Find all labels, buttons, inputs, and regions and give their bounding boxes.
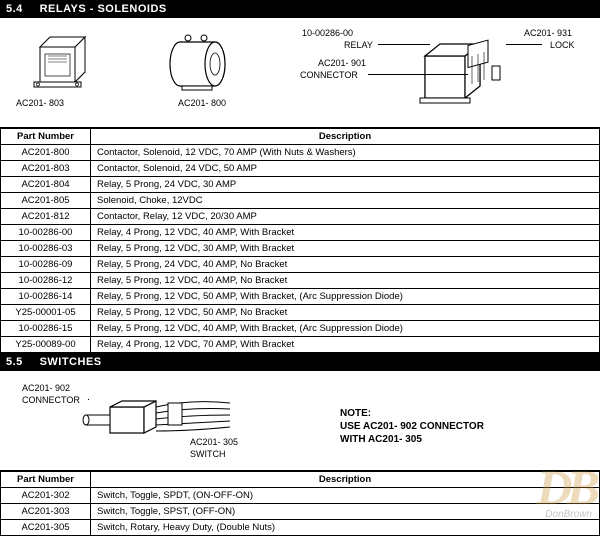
relay-cube-icon xyxy=(30,32,100,92)
cell-part-number: AC201-800 xyxy=(1,145,91,161)
table-row: AC201-803Contactor, Solenoid, 24 VDC, 50… xyxy=(1,161,600,177)
table-row: 10-00286-00Relay, 4 Prong, 12 VDC, 40 AM… xyxy=(1,225,600,241)
cell-description: Relay, 4 Prong, 12 VDC, 70 AMP, With Bra… xyxy=(91,337,600,353)
col-part-number: Part Number xyxy=(1,472,91,488)
section-number: 5.4 xyxy=(6,3,36,15)
label-connector: CONNECTOR xyxy=(300,70,358,80)
section-header-relays: 5.4 RELAYS - SOLENOIDS xyxy=(0,0,600,18)
table-header-row: Part Number Description xyxy=(1,129,600,145)
table-row: 10-00286-09Relay, 5 Prong, 24 VDC, 40 AM… xyxy=(1,257,600,273)
cell-part-number: Y25-00001-05 xyxy=(1,305,91,321)
table-row: 10-00286-03Relay, 5 Prong, 12 VDC, 30 AM… xyxy=(1,241,600,257)
section-title: RELAYS - SOLENOIDS xyxy=(40,3,167,15)
label-ac201-803: AC201- 803 xyxy=(16,98,64,108)
table-row: AC201-804Relay, 5 Prong, 24 VDC, 30 AMP xyxy=(1,177,600,193)
cell-description: Switch, Toggle, SPDT, (ON-OFF-ON) xyxy=(91,488,600,504)
switches-table: Part Number Description AC201-302Switch,… xyxy=(0,471,600,536)
cell-part-number: AC201-812 xyxy=(1,209,91,225)
cell-description: Switch, Toggle, SPST, (OFF-ON) xyxy=(91,504,600,520)
section-header-switches: 5.5 SWITCHES xyxy=(0,353,600,371)
section-title: SWITCHES xyxy=(40,356,102,368)
cell-description: Relay, 5 Prong, 24 VDC, 30 AMP xyxy=(91,177,600,193)
cell-part-number: AC201-302 xyxy=(1,488,91,504)
section-number: 5.5 xyxy=(6,356,36,368)
table-row: 10-00286-15Relay, 5 Prong, 12 VDC, 40 AM… xyxy=(1,321,600,337)
cell-part-number: AC201-805 xyxy=(1,193,91,209)
col-description: Description xyxy=(91,129,600,145)
cell-description: Contactor, Relay, 12 VDC, 20/30 AMP xyxy=(91,209,600,225)
cell-part-number: 10-00286-15 xyxy=(1,321,91,337)
cell-description: Relay, 5 Prong, 12 VDC, 40 AMP, No Brack… xyxy=(91,273,600,289)
cell-part-number: 10-00286-00 xyxy=(1,225,91,241)
table-row: Y25-00089-00Relay, 4 Prong, 12 VDC, 70 A… xyxy=(1,337,600,353)
table-row: AC201-302Switch, Toggle, SPDT, (ON-OFF-O… xyxy=(1,488,600,504)
table-row: 10-00286-14Relay, 5 Prong, 12 VDC, 50 AM… xyxy=(1,289,600,305)
cell-description: Contactor, Solenoid, 12 VDC, 70 AMP (Wit… xyxy=(91,145,600,161)
col-description: Description xyxy=(91,472,600,488)
label-relay-word: RELAY xyxy=(344,40,373,50)
switches-illustration-area: AC201- 902 CONNECTOR AC201- 305 SWITCH N… xyxy=(0,371,600,471)
cell-description: Relay, 5 Prong, 12 VDC, 50 AMP, With Bra… xyxy=(91,289,600,305)
label-ac201-800: AC201- 800 xyxy=(178,98,226,108)
cell-part-number: 10-00286-12 xyxy=(1,273,91,289)
label-switch-word: SWITCH xyxy=(190,449,226,459)
table-row: 10-00286-12Relay, 5 Prong, 12 VDC, 40 AM… xyxy=(1,273,600,289)
cell-description: Relay, 5 Prong, 24 VDC, 40 AMP, No Brack… xyxy=(91,257,600,273)
cell-description: Relay, 5 Prong, 12 VDC, 40 AMP, With Bra… xyxy=(91,321,600,337)
callout-line xyxy=(506,44,542,45)
note-body: USE AC201- 902 CONNECTOR WITH AC201- 305 xyxy=(340,420,484,446)
cell-description: Contactor, Solenoid, 24 VDC, 50 AMP xyxy=(91,161,600,177)
table-row: Y25-00001-05Relay, 5 Prong, 12 VDC, 50 A… xyxy=(1,305,600,321)
callout-line xyxy=(88,399,89,400)
col-part-number: Part Number xyxy=(1,129,91,145)
cell-part-number: AC201-303 xyxy=(1,504,91,520)
cell-part-number: AC201-804 xyxy=(1,177,91,193)
table-header-row: Part Number Description xyxy=(1,472,600,488)
switch-note: NOTE: USE AC201- 902 CONNECTOR WITH AC20… xyxy=(340,407,484,446)
cell-part-number: 10-00286-03 xyxy=(1,241,91,257)
label-ac201-931: AC201- 931 xyxy=(524,28,572,38)
relays-table: Part Number Description AC201-800Contact… xyxy=(0,128,600,353)
cell-part-number: AC201-803 xyxy=(1,161,91,177)
label-connector: CONNECTOR xyxy=(22,395,80,405)
cell-part-number: 10-00286-09 xyxy=(1,257,91,273)
cell-part-number: AC201-305 xyxy=(1,520,91,536)
solenoid-cylinder-icon xyxy=(160,32,240,97)
label-ac201-902: AC201- 902 xyxy=(22,383,70,393)
cell-description: Relay, 5 Prong, 12 VDC, 30 AMP, With Bra… xyxy=(91,241,600,257)
cell-part-number: 10-00286-14 xyxy=(1,289,91,305)
table-row: AC201-812Contactor, Relay, 12 VDC, 20/30… xyxy=(1,209,600,225)
table-row: AC201-305Switch, Rotary, Heavy Duty, (Do… xyxy=(1,520,600,536)
cell-part-number: Y25-00089-00 xyxy=(1,337,91,353)
callout-line xyxy=(368,74,468,75)
callout-line xyxy=(378,44,430,45)
table-row: AC201-805Solenoid, Choke, 12VDC xyxy=(1,193,600,209)
table-row: AC201-303Switch, Toggle, SPST, (OFF-ON) xyxy=(1,504,600,520)
table-row: AC201-800Contactor, Solenoid, 12 VDC, 70… xyxy=(1,145,600,161)
label-ac201-305: AC201- 305 xyxy=(190,437,238,447)
label-ac201-901: AC201- 901 xyxy=(318,58,366,68)
cell-description: Switch, Rotary, Heavy Duty, (Double Nuts… xyxy=(91,520,600,536)
cell-description: Relay, 5 Prong, 12 VDC, 50 AMP, No Brack… xyxy=(91,305,600,321)
note-title: NOTE: xyxy=(340,407,484,420)
cell-description: Solenoid, Choke, 12VDC xyxy=(91,193,600,209)
label-lock-word: LOCK xyxy=(550,40,575,50)
relays-illustration-area: AC201- 803 AC201- 800 10-00286-00 RELAY … xyxy=(0,18,600,128)
cell-description: Relay, 4 Prong, 12 VDC, 40 AMP, With Bra… xyxy=(91,225,600,241)
label-relay-pn: 10-00286-00 xyxy=(302,28,353,38)
